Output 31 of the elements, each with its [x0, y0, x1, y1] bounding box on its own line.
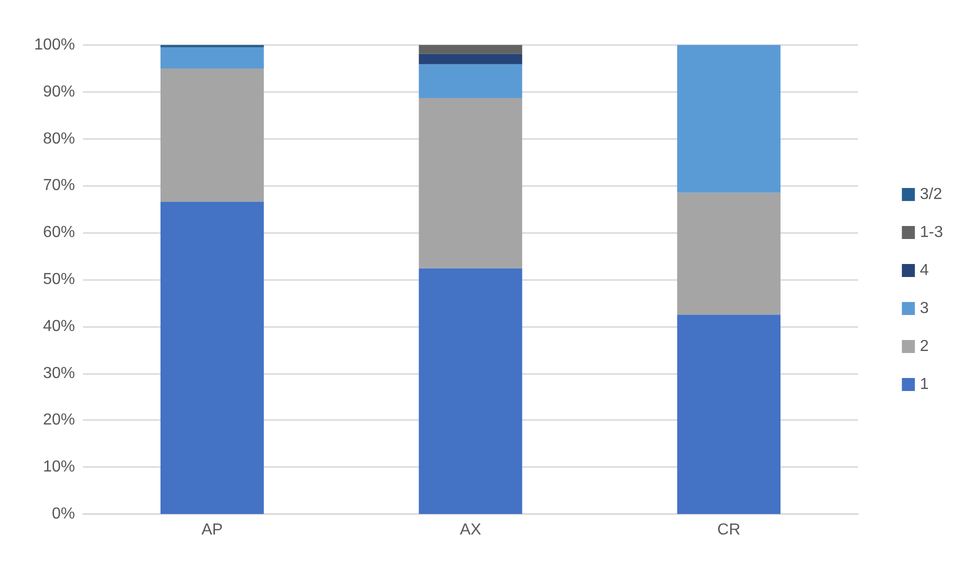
bar	[677, 45, 780, 193]
bar	[418, 268, 522, 514]
x-tick-label: CR	[717, 522, 740, 538]
y-tick-label: 30%	[42, 364, 75, 382]
bar	[160, 68, 264, 202]
legend-label: 3/2	[920, 186, 942, 203]
y-tick-label: 90%	[42, 83, 75, 100]
bar	[160, 47, 264, 68]
x-tick-label: AP	[201, 522, 223, 538]
legend-label: 3	[920, 300, 929, 317]
y-tick-label: 100%	[34, 36, 75, 54]
y-tick-label: 10%	[42, 458, 75, 476]
y-tick-label: 40%	[42, 318, 75, 335]
bar	[418, 54, 522, 64]
bar	[677, 192, 780, 315]
bar	[160, 202, 264, 514]
bar	[677, 314, 780, 514]
legend-label: 1-3	[920, 224, 944, 241]
bar	[418, 45, 522, 54]
x-tick-label: AX	[460, 522, 482, 538]
legend-label: 4	[920, 262, 929, 279]
y-tick-label: 80%	[42, 130, 75, 148]
y-tick-label: 60%	[42, 224, 75, 242]
legend-label: 2	[920, 338, 929, 355]
y-tick-label: 70%	[42, 177, 75, 194]
bar	[418, 64, 522, 98]
y-tick-label: 50%	[42, 271, 75, 288]
bar	[418, 98, 522, 268]
y-tick-label: 0%	[52, 506, 75, 522]
y-tick-label: 20%	[42, 412, 75, 429]
legend-label: 1	[920, 376, 929, 393]
